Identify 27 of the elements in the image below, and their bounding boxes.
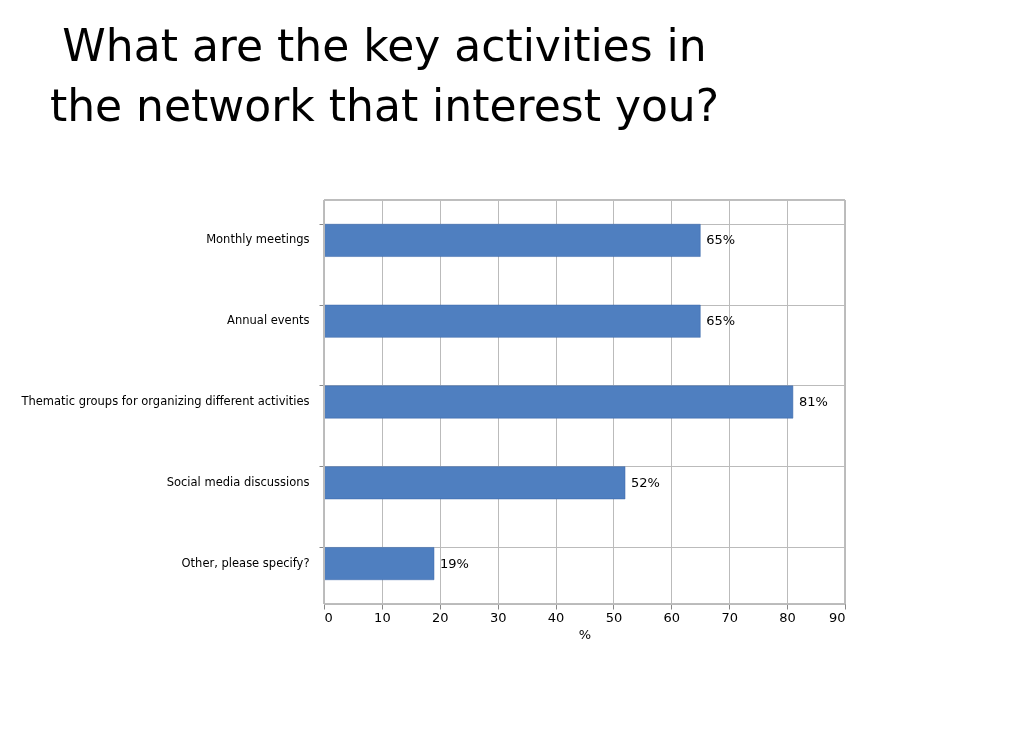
x-tick-label: 10	[374, 609, 391, 625]
y-tick-label: Social media discussions	[166, 474, 310, 489]
data-label: 65%	[706, 313, 736, 329]
x-tick-label: 50	[605, 609, 623, 625]
chart-title: What are the key activities in the network that interest you?	[49, 19, 720, 131]
bar	[323, 304, 701, 338]
data-label: 81%	[798, 394, 828, 409]
y-tick-label: Other, please specify?	[181, 555, 310, 570]
x-tick-label: 80	[779, 609, 796, 625]
bar	[323, 466, 626, 500]
data-label: 65%	[706, 232, 736, 248]
y-tick-label: Thematic groups for organizing different activities	[20, 394, 310, 408]
x-tick-label: 90	[828, 609, 846, 625]
data-label: 19%	[439, 555, 469, 571]
bar	[323, 547, 435, 581]
data-label: 52%	[631, 474, 660, 490]
x-tick-label: 40	[547, 609, 565, 625]
y-tick-label: Monthly meetings	[206, 232, 310, 247]
x-tick-label: 60	[663, 609, 681, 625]
y-tick-label: Annual events	[227, 313, 310, 328]
x-tick-label: 20	[432, 609, 449, 625]
bar	[323, 385, 794, 419]
x-axis-title: %	[578, 626, 592, 642]
bar	[323, 223, 701, 257]
x-tick-label: 0	[324, 609, 333, 625]
x-tick-label: 70	[721, 609, 738, 625]
x-tick-label: 30	[489, 609, 507, 625]
